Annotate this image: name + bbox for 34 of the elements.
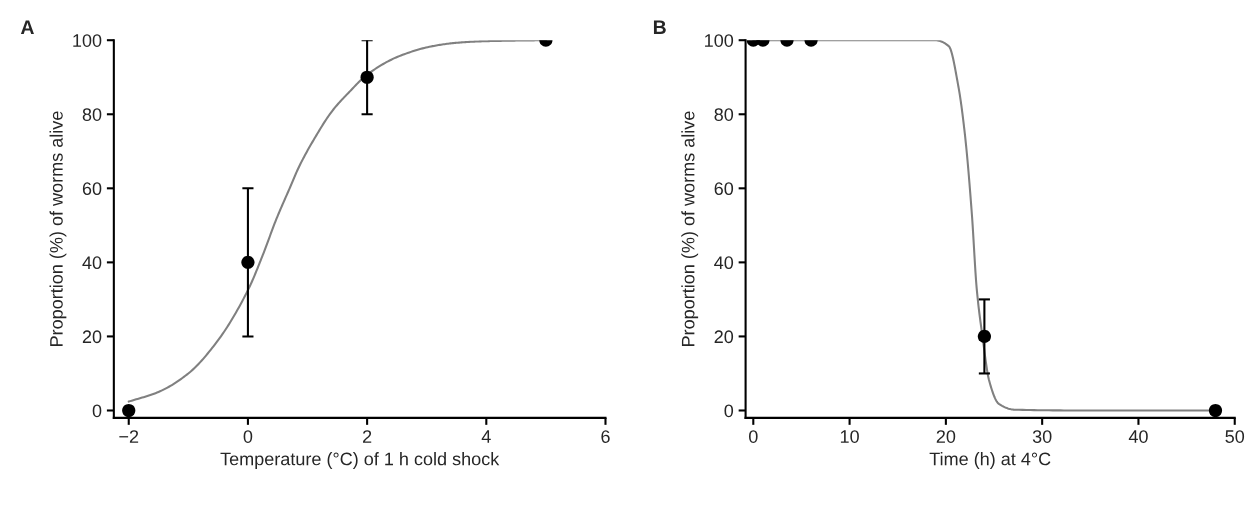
x-tick-label: 6 xyxy=(601,430,610,443)
x-tick-label: 0 xyxy=(748,430,758,443)
chart-title: A xyxy=(20,20,34,34)
x-tick-label: 20 xyxy=(936,430,956,443)
y-tick-label: 60 xyxy=(714,182,734,196)
x-tick-label: 30 xyxy=(1032,430,1052,443)
y-tick-label: 0 xyxy=(92,404,102,418)
y-tick-label: 100 xyxy=(73,34,102,47)
y-tick-label: 80 xyxy=(714,108,734,121)
x-axis-title: Time (h) at 4°C xyxy=(929,452,1051,469)
y-axis-title: Proportion (%) of worms alive xyxy=(49,111,67,346)
y-tick-label: 0 xyxy=(724,404,734,418)
y-axis-title: Proportion (%) of worms alive xyxy=(681,111,699,346)
point xyxy=(1208,403,1223,418)
y-tick-label: 100 xyxy=(705,34,734,47)
x-tick-label: 2 xyxy=(363,430,372,443)
x-tick-label: 10 xyxy=(840,430,859,443)
point xyxy=(360,70,374,84)
x-tick-label: 40 xyxy=(1128,430,1148,443)
y-tick-label: 40 xyxy=(714,256,734,270)
y-tick-label: 20 xyxy=(714,330,734,344)
point xyxy=(977,329,991,344)
x-tick-label: −2 xyxy=(119,430,139,443)
x-tick-label: 4 xyxy=(481,430,491,443)
y-tick-label: 20 xyxy=(82,330,102,344)
y-tick-label: 60 xyxy=(82,182,102,196)
chart-title: B xyxy=(653,20,666,34)
y-tick-label: 80 xyxy=(82,108,102,121)
x-axis-title: Temperature (°C) of 1 h cold shock xyxy=(220,452,500,469)
point xyxy=(122,403,136,418)
x-tick-label: 0 xyxy=(243,430,253,443)
x-tick-label: 50 xyxy=(1225,430,1245,443)
point xyxy=(241,255,255,269)
y-tick-label: 40 xyxy=(82,256,102,270)
